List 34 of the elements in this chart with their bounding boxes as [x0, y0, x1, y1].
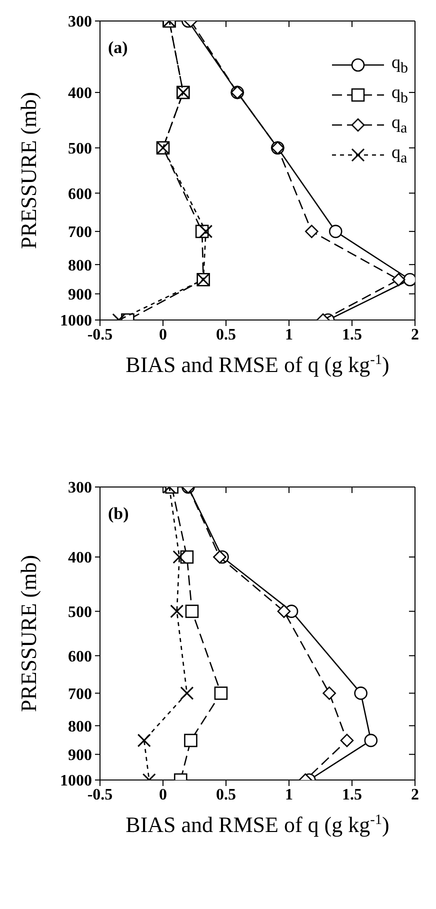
x-tick-label: 0.5 [216, 786, 236, 804]
x-tick-label: 0 [159, 786, 167, 804]
annotation: (a) [108, 38, 128, 58]
x-tick-label: 1 [285, 326, 293, 344]
x-tick-label: 2 [411, 326, 419, 344]
y-tick-label: 400 [68, 550, 92, 567]
legend-label: q$_{a}$ [392, 142, 408, 168]
y-tick-label: 700 [68, 224, 92, 242]
y-tick-label: 600 [68, 648, 92, 666]
annotation: (b) [108, 504, 129, 524]
y-tick-label: 800 [68, 718, 92, 736]
x-tick-label: 1.5 [342, 786, 362, 804]
y-tick-label: 300 [68, 14, 92, 31]
legend-label: q$_{a}$ [392, 112, 408, 138]
x-tick-label: 1 [285, 786, 293, 804]
x-tick-label: 0 [159, 326, 167, 344]
y-tick-label: 300 [68, 480, 92, 497]
y-axis-title: PRESSURE (mb) [16, 554, 41, 712]
y-tick-label: 400 [68, 85, 92, 102]
x-tick-label: 2 [411, 786, 419, 804]
y-tick-label: 900 [68, 286, 92, 304]
legend-label: q$_{b}$ [392, 82, 408, 108]
y-tick-label: 800 [68, 257, 92, 274]
x-axis-title: BIAS and RMSE of q (g kg$^{-1}$) [126, 352, 390, 377]
y-axis-title: PRESSURE (mb) [16, 92, 41, 250]
y-tick-label: 900 [68, 747, 92, 764]
y-tick-label: 500 [68, 604, 92, 621]
y-tick-label: 600 [68, 186, 92, 203]
x-tick-label: 1.5 [342, 326, 362, 344]
y-tick-label: 500 [68, 140, 92, 158]
x-axis-title: BIAS and RMSE of q (g kg$^{-1}$) [126, 812, 390, 837]
y-tick-label: 700 [68, 686, 92, 703]
legend-label: q$_{b}$ [392, 52, 408, 78]
x-tick-label: 0.5 [216, 326, 236, 344]
